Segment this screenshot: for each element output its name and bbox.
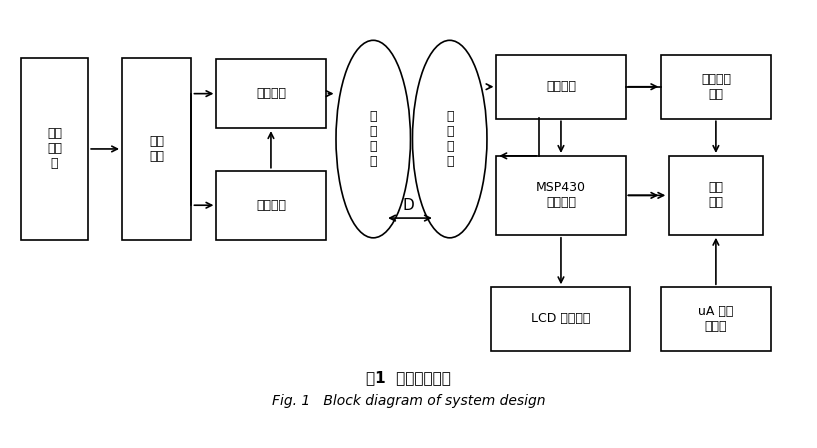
Text: 耦
合
线
圈: 耦 合 线 圈 — [446, 110, 453, 168]
Bar — [217, 59, 325, 128]
Bar — [492, 287, 631, 351]
Text: 图1  系统设计框图: 图1 系统设计框图 — [366, 370, 451, 386]
Bar — [122, 58, 191, 240]
Text: 频率振荡: 频率振荡 — [256, 199, 286, 212]
Text: 耦
合
线
圈: 耦 合 线 圈 — [369, 110, 377, 168]
Text: Fig. 1   Block diagram of system design: Fig. 1 Block diagram of system design — [272, 394, 545, 408]
Text: uA 表头
电流表: uA 表头 电流表 — [699, 305, 734, 333]
Text: D: D — [402, 198, 414, 213]
Bar — [497, 55, 626, 119]
Text: 恒流
充电: 恒流 充电 — [708, 181, 723, 209]
Text: 电源
管理: 电源 管理 — [150, 135, 164, 163]
Text: 功率放大: 功率放大 — [256, 87, 286, 100]
Bar — [661, 287, 770, 351]
Text: 交直
流供
电: 交直 流供 电 — [47, 127, 62, 170]
Text: MSP430
控制系统: MSP430 控制系统 — [536, 181, 586, 209]
Text: 充电方式
选择: 充电方式 选择 — [701, 73, 731, 101]
Bar — [661, 55, 770, 119]
Bar — [20, 58, 88, 240]
Ellipse shape — [336, 40, 410, 238]
Bar — [669, 156, 763, 235]
Bar — [217, 171, 325, 240]
Text: 整流稳压: 整流稳压 — [546, 80, 576, 93]
Ellipse shape — [413, 40, 487, 238]
Text: LCD 充电指示: LCD 充电指示 — [531, 312, 591, 325]
Bar — [497, 156, 626, 235]
